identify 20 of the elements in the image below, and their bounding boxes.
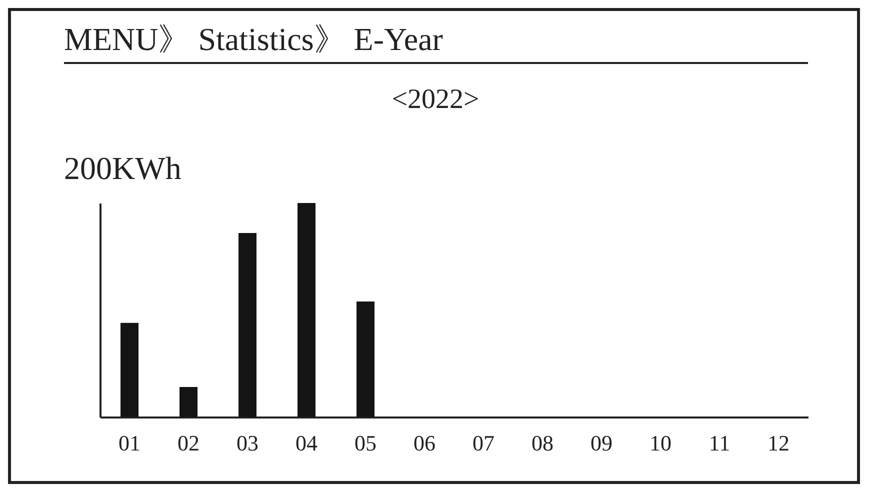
x-tick-label: 10 (650, 430, 672, 456)
x-tick-label: 02 (178, 430, 200, 456)
x-tick-label: 12 (768, 430, 790, 456)
x-tick-label: 08 (532, 430, 554, 456)
chart-title: MENU》 Statistics》 E-Year (64, 20, 443, 59)
x-tick-label: 09 (590, 430, 612, 456)
bar (238, 232, 256, 417)
x-tick-label: 07 (472, 430, 494, 456)
chart-subtitle: <2022> (390, 84, 480, 116)
x-tick-label: 04 (296, 430, 318, 456)
x-tick-label: 05 (354, 430, 376, 456)
bar (180, 387, 198, 417)
x-tick-label: 11 (708, 430, 730, 456)
y-axis-title: 200KWh (64, 150, 182, 187)
bar (356, 301, 374, 417)
x-tick-label: 03 (236, 430, 258, 456)
bar (298, 203, 316, 417)
x-tick-label: 01 (118, 430, 140, 456)
bar (120, 322, 138, 417)
x-tick-label: 06 (414, 430, 436, 456)
